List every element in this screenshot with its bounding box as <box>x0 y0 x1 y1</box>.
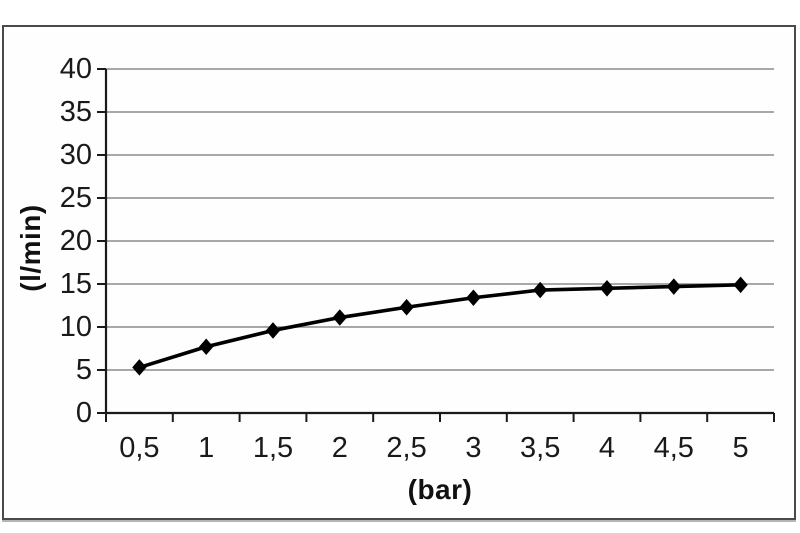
x-tick-label: 5 <box>733 432 749 464</box>
data-line <box>137 283 743 370</box>
y-tick-label: 0 <box>76 397 92 429</box>
x-tick-label: 2,5 <box>386 432 426 464</box>
data-point-marker <box>199 338 214 356</box>
data-point-marker <box>533 281 548 299</box>
data-point-marker <box>466 289 481 307</box>
x-tick-label: 3,5 <box>520 432 560 464</box>
data-point-marker <box>132 359 147 376</box>
x-tick-label: 3 <box>465 432 481 464</box>
y-tick-label: 5 <box>76 354 92 386</box>
x-tick-label: 0,5 <box>119 432 159 464</box>
y-tick-label: 30 <box>60 139 92 171</box>
data-point-marker <box>599 280 615 297</box>
y-tick-label: 15 <box>60 268 92 300</box>
y-tick-label: 40 <box>60 53 92 85</box>
data-point-marker <box>399 298 414 316</box>
data-point-marker <box>666 278 681 295</box>
x-tick-label: 1 <box>198 432 214 464</box>
data-point-marker <box>265 322 281 339</box>
x-tick-label: 4 <box>599 432 615 464</box>
x-tick-label: 4,5 <box>654 432 694 464</box>
y-tick-label: 20 <box>60 225 92 257</box>
x-tick-label: 1,5 <box>253 432 293 464</box>
data-point-marker <box>733 276 748 294</box>
x-tick-label: 2 <box>332 432 348 464</box>
chart-frame <box>2 25 796 520</box>
y-tick-label: 35 <box>60 96 92 128</box>
data-point-marker <box>332 309 347 326</box>
y-tick-label: 10 <box>60 311 92 343</box>
x-axis-title: (bar) <box>407 474 473 505</box>
y-axis-title: (l/min) <box>15 204 46 292</box>
y-tick-label: 25 <box>60 182 92 214</box>
